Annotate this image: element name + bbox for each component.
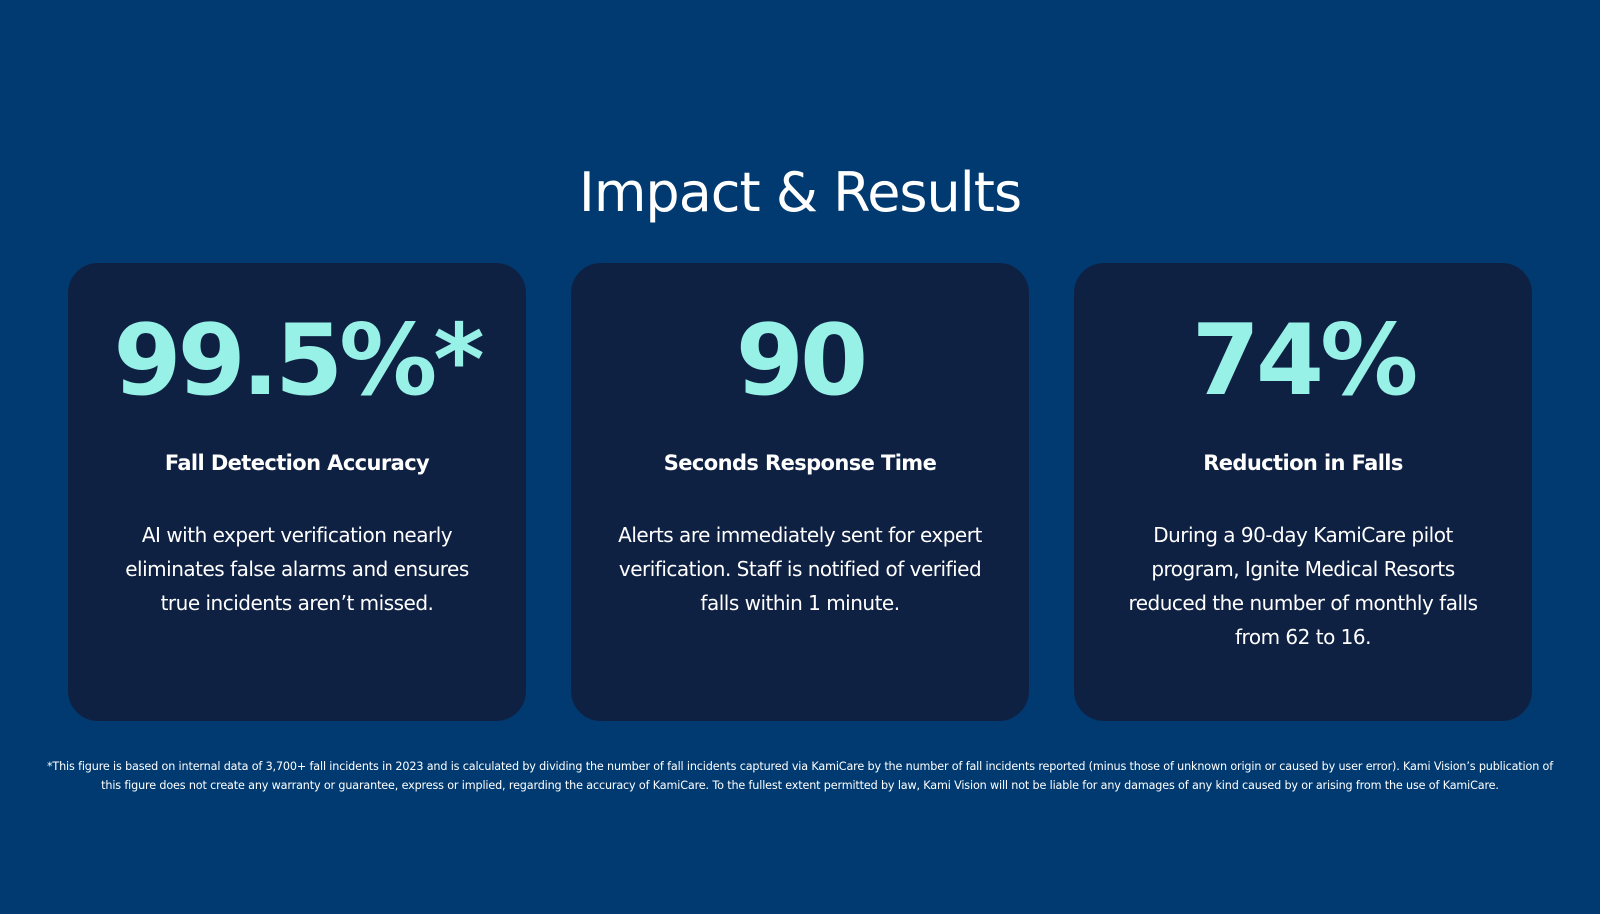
stat-label: Seconds Response Time [663, 451, 937, 475]
stat-label: Fall Detection Accuracy [164, 451, 430, 475]
stat-description: During a 90-day KamiCare pilot program, … [1128, 523, 1478, 649]
stat-description: Alerts are immediately sent for expert v… [618, 523, 982, 615]
stat-card-reduction-in-falls: 74% Reduction in Falls During a 90-day K… [1074, 263, 1532, 721]
stat-value: 74% [1191, 304, 1419, 418]
disclaimer-footnote: *This figure is based on internal data o… [46, 760, 1554, 792]
stat-description: AI with expert verification nearly elimi… [125, 523, 469, 615]
stat-value: 99.5%* [113, 304, 484, 418]
stat-value: 90 [735, 304, 868, 418]
stat-label: Reduction in Falls [1203, 451, 1403, 475]
page-title: Impact & Results [578, 161, 1022, 225]
stat-card-response-time: 90 Seconds Response Time Alerts are imme… [571, 263, 1029, 721]
stat-card-fall-detection-accuracy: 99.5%* Fall Detection Accuracy AI with e… [68, 263, 526, 721]
